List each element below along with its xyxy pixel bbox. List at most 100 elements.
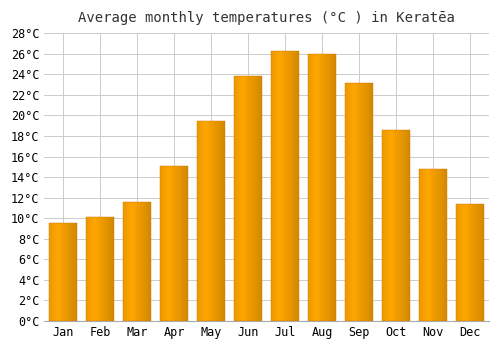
Bar <box>335 54 336 321</box>
Bar <box>397 130 398 321</box>
Bar <box>316 54 318 321</box>
Bar <box>463 204 464 321</box>
Bar <box>427 169 428 321</box>
Bar <box>351 83 352 321</box>
Bar <box>240 76 241 321</box>
Bar <box>372 83 373 321</box>
Bar <box>475 204 476 321</box>
Bar <box>123 202 124 321</box>
Bar <box>148 202 149 321</box>
Bar <box>285 51 286 321</box>
Bar <box>275 51 276 321</box>
Bar <box>236 76 237 321</box>
Bar <box>276 51 277 321</box>
Bar <box>274 51 275 321</box>
Bar <box>286 51 287 321</box>
Bar <box>392 130 394 321</box>
Bar <box>182 166 184 321</box>
Bar <box>404 130 406 321</box>
Bar <box>468 204 469 321</box>
Bar <box>166 166 168 321</box>
Bar <box>165 166 166 321</box>
Bar <box>332 54 334 321</box>
Bar <box>73 223 74 321</box>
Bar <box>161 166 162 321</box>
Bar <box>434 169 435 321</box>
Bar <box>396 130 397 321</box>
Bar <box>322 54 323 321</box>
Bar <box>176 166 177 321</box>
Bar <box>252 76 253 321</box>
Bar <box>53 223 54 321</box>
Bar <box>212 121 213 321</box>
Bar <box>258 76 260 321</box>
Bar <box>160 166 188 321</box>
Bar <box>320 54 322 321</box>
Bar <box>125 202 126 321</box>
Bar <box>168 166 170 321</box>
Bar <box>208 121 210 321</box>
Bar <box>100 217 101 321</box>
Bar <box>353 83 354 321</box>
Bar <box>65 223 66 321</box>
Bar <box>432 169 434 321</box>
Bar <box>364 83 365 321</box>
Bar <box>128 202 130 321</box>
Bar <box>362 83 363 321</box>
Bar <box>88 217 89 321</box>
Bar <box>135 202 136 321</box>
Bar <box>288 51 289 321</box>
Bar <box>239 76 240 321</box>
Bar <box>470 204 472 321</box>
Bar <box>147 202 148 321</box>
Bar <box>160 166 161 321</box>
Bar <box>420 169 422 321</box>
Bar <box>347 83 348 321</box>
Bar <box>384 130 385 321</box>
Bar <box>224 121 225 321</box>
Bar <box>314 54 315 321</box>
Bar <box>439 169 440 321</box>
Bar <box>422 169 423 321</box>
Bar <box>365 83 366 321</box>
Bar <box>323 54 324 321</box>
Bar <box>68 223 70 321</box>
Bar <box>296 51 297 321</box>
Bar <box>106 217 108 321</box>
Bar <box>473 204 474 321</box>
Bar <box>435 169 436 321</box>
Bar <box>360 83 361 321</box>
Bar <box>199 121 200 321</box>
Bar <box>178 166 180 321</box>
Bar <box>442 169 444 321</box>
Bar <box>315 54 316 321</box>
Bar <box>76 223 77 321</box>
Bar <box>328 54 330 321</box>
Bar <box>91 217 92 321</box>
Bar <box>132 202 134 321</box>
Bar <box>436 169 437 321</box>
Bar <box>261 76 262 321</box>
Bar <box>144 202 146 321</box>
Bar <box>164 166 165 321</box>
Bar <box>49 223 77 321</box>
Bar <box>126 202 127 321</box>
Bar <box>456 204 484 321</box>
Bar <box>363 83 364 321</box>
Bar <box>298 51 299 321</box>
Bar <box>465 204 466 321</box>
Bar <box>294 51 296 321</box>
Bar <box>234 76 235 321</box>
Bar <box>210 121 211 321</box>
Bar <box>478 204 480 321</box>
Bar <box>325 54 326 321</box>
Bar <box>149 202 150 321</box>
Bar <box>370 83 372 321</box>
Bar <box>218 121 220 321</box>
Bar <box>368 83 370 321</box>
Bar <box>98 217 99 321</box>
Bar <box>312 54 313 321</box>
Bar <box>330 54 332 321</box>
Bar <box>49 223 50 321</box>
Bar <box>313 54 314 321</box>
